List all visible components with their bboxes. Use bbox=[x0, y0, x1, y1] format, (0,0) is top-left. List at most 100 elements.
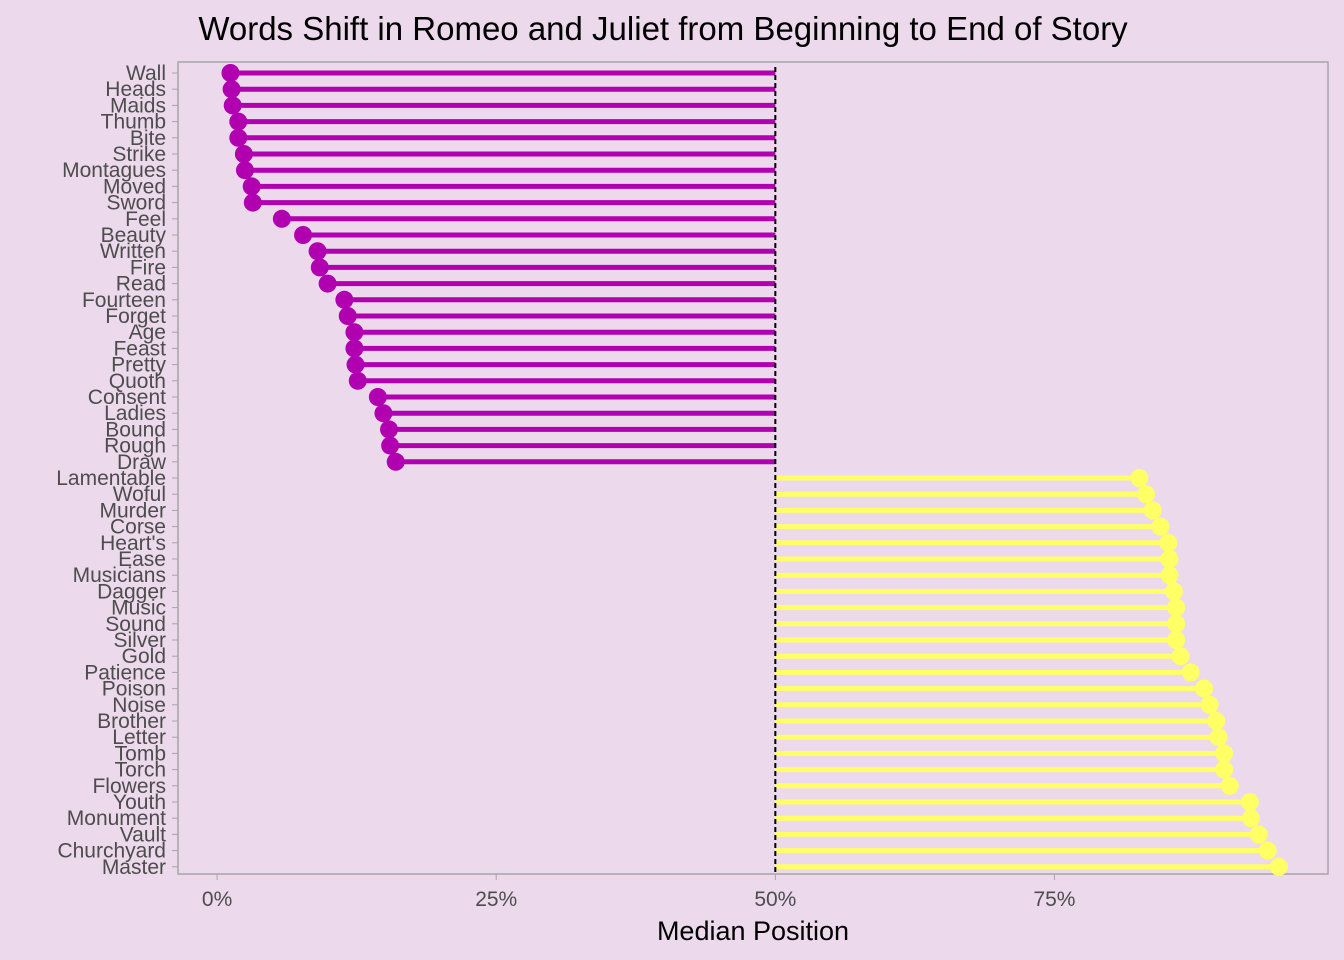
lollipop-point bbox=[380, 420, 399, 439]
chart-title: Words Shift in Romeo and Juliet from Beg… bbox=[198, 10, 1128, 47]
lollipop-point bbox=[368, 388, 387, 406]
x-tick-label: 0% bbox=[202, 888, 232, 911]
lollipop-point bbox=[229, 128, 248, 147]
y-tick-label: Master bbox=[102, 856, 166, 879]
y-tick-label: Forget bbox=[105, 305, 166, 328]
y-tick-label: Sound bbox=[105, 613, 166, 636]
lollipop-point bbox=[308, 242, 327, 261]
lollipop-point bbox=[1164, 582, 1183, 601]
y-tick-label: Written bbox=[100, 240, 166, 263]
y-tick-label: Patience bbox=[84, 661, 166, 684]
y-tick-label: Bound bbox=[105, 418, 166, 441]
lollipop-point bbox=[1159, 533, 1178, 552]
x-tick-label: 25% bbox=[475, 888, 517, 911]
lollipop-point bbox=[229, 112, 248, 131]
y-tick-label: Fire bbox=[130, 256, 166, 279]
y-tick-label: Strike bbox=[112, 143, 166, 166]
y-tick-label: Rough bbox=[104, 435, 166, 458]
x-axis-title: Median Position bbox=[657, 916, 849, 946]
y-tick-label: Feast bbox=[113, 337, 166, 360]
y-tick-label: Musicians bbox=[73, 564, 166, 587]
lollipop-point bbox=[221, 64, 240, 82]
y-tick-label: Ladies bbox=[104, 402, 166, 425]
lollipop-point bbox=[1137, 485, 1156, 504]
y-tick-label: Fourteen bbox=[82, 289, 166, 312]
y-tick-label: Wall bbox=[126, 62, 166, 85]
lollipop-point bbox=[1160, 550, 1179, 568]
y-tick-label: Poison bbox=[102, 678, 166, 701]
lollipop-point bbox=[242, 177, 261, 196]
x-tick-label: 75% bbox=[1033, 888, 1075, 911]
y-tick-label: Letter bbox=[112, 726, 166, 749]
lollipop-point bbox=[1207, 712, 1226, 730]
y-tick-label: Heads bbox=[105, 78, 166, 101]
y-tick-label: Dagger bbox=[97, 580, 166, 603]
y-tick-label: Ease bbox=[118, 548, 166, 571]
y-tick-label: Age bbox=[129, 321, 166, 344]
y-tick-label: Music bbox=[111, 597, 166, 620]
lollipop-point bbox=[1167, 631, 1186, 649]
lollipop-point bbox=[1151, 517, 1170, 536]
lollipop-point bbox=[1200, 695, 1219, 714]
y-tick-label: Sword bbox=[106, 192, 166, 215]
y-tick-label: Torch bbox=[115, 759, 166, 782]
lollipop-point bbox=[1220, 776, 1239, 795]
y-tick-label: Montagues bbox=[62, 159, 166, 182]
lollipop-point bbox=[1241, 809, 1260, 828]
lollipop-point bbox=[243, 193, 262, 212]
lollipop-point bbox=[338, 307, 357, 325]
y-tick-label: Silver bbox=[113, 629, 166, 652]
y-tick-label: Murder bbox=[99, 499, 166, 522]
lollipop-point bbox=[381, 436, 400, 455]
lollipop-point bbox=[345, 323, 364, 342]
lollipop-point bbox=[1181, 663, 1200, 682]
lollipop-point bbox=[222, 80, 241, 99]
y-tick-label: Heart's bbox=[100, 532, 166, 555]
lollipop-point bbox=[1258, 841, 1277, 860]
y-tick-label: Maids bbox=[110, 94, 166, 117]
lollipop-point bbox=[346, 355, 365, 374]
y-tick-label: Noise bbox=[112, 694, 166, 717]
lollipop-point bbox=[1240, 793, 1259, 811]
y-tick-label: Feel bbox=[125, 208, 166, 231]
y-tick-label: Pretty bbox=[111, 354, 166, 377]
plot-area bbox=[177, 61, 1329, 876]
y-tick-label: Vault bbox=[120, 823, 166, 846]
y-tick-label: Youth bbox=[113, 791, 166, 814]
lollipop-point bbox=[386, 452, 405, 471]
plot-frame bbox=[177, 61, 1329, 875]
y-tick-label: Draw bbox=[117, 451, 167, 474]
y-tick-label: Bite bbox=[130, 127, 166, 150]
lollipop-point bbox=[234, 145, 253, 163]
y-tick-label: Gold bbox=[122, 645, 166, 668]
lollipop-point bbox=[1269, 857, 1288, 876]
lollipop-point bbox=[1167, 614, 1186, 633]
y-tick-label: Woful bbox=[113, 483, 166, 506]
lollipop-point bbox=[235, 161, 254, 180]
y-tick-label: Read bbox=[116, 273, 166, 296]
y-tick-label: Moved bbox=[103, 175, 166, 198]
y-tick-label: Corse bbox=[110, 516, 166, 539]
lollipop-point bbox=[348, 371, 367, 390]
y-tick-label: Thumb bbox=[101, 111, 166, 134]
lollipop-point bbox=[1215, 760, 1234, 779]
lollipop-point bbox=[335, 290, 354, 309]
y-tick-label: Consent bbox=[88, 386, 166, 409]
lollipop-point bbox=[1249, 825, 1268, 844]
y-tick-label: Quoth bbox=[109, 370, 166, 393]
lollipop-point bbox=[1209, 728, 1228, 747]
lollipop-point bbox=[1171, 647, 1190, 666]
lollipop-point bbox=[294, 226, 313, 244]
y-tick-label: Churchyard bbox=[57, 840, 166, 863]
y-tick-label: Beauty bbox=[101, 224, 167, 247]
x-tick-label: 50% bbox=[754, 888, 796, 911]
y-tick-label: Tomb bbox=[115, 742, 166, 765]
lollipop-point bbox=[345, 339, 364, 358]
lollipop-point bbox=[310, 258, 329, 277]
y-tick-label: Flowers bbox=[92, 775, 166, 798]
y-tick-label: Monument bbox=[67, 807, 166, 830]
lollipop-point bbox=[1143, 501, 1162, 520]
lollipop-point bbox=[1215, 744, 1234, 763]
lollipop-point bbox=[223, 96, 242, 115]
